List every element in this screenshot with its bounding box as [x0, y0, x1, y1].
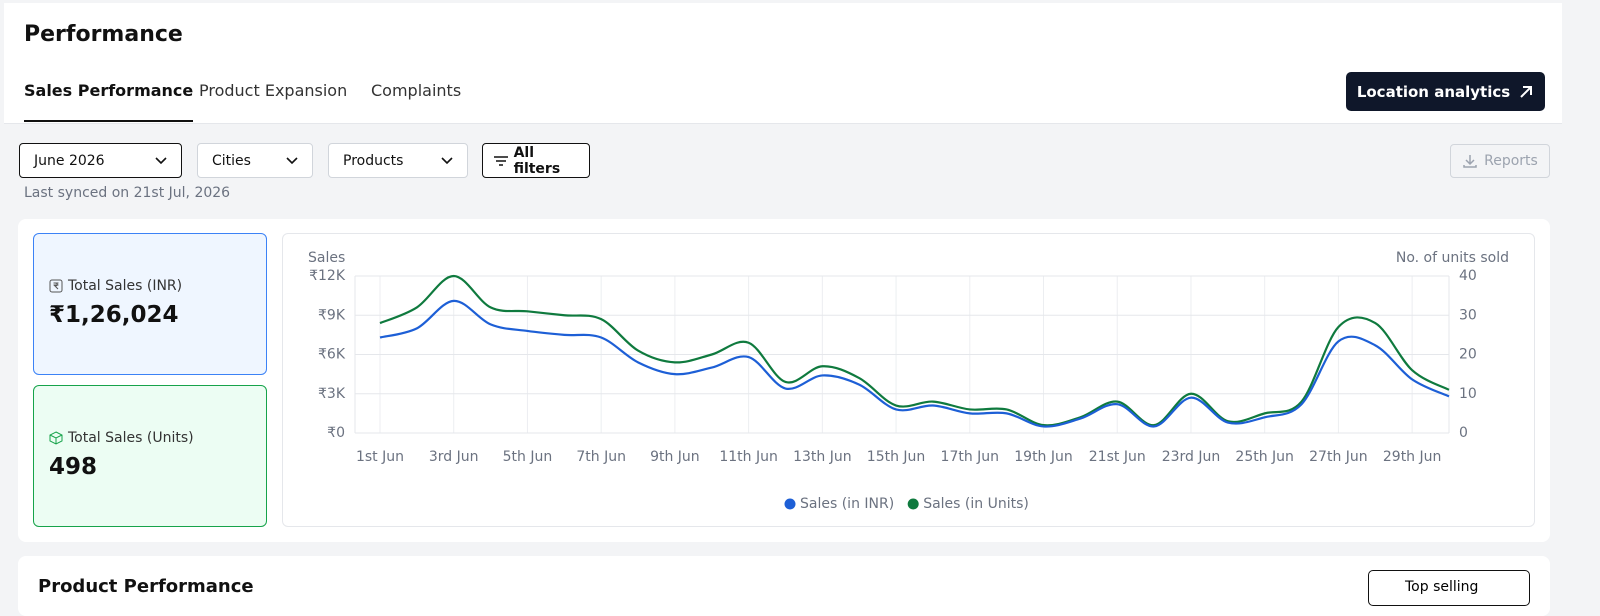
- x-tick-label: 11th Jun: [719, 449, 778, 465]
- products-select[interactable]: Products: [328, 143, 468, 178]
- x-tick-label: 27th Jun: [1309, 449, 1368, 465]
- kpi-card: Total Sales (INR) ₹1,26,024: [33, 233, 267, 375]
- button-label: Location analytics: [1356, 82, 1511, 101]
- sync-note: Last synced on 21st Jul, 2026: [24, 185, 231, 201]
- y-tick-label: ₹3K: [318, 386, 346, 402]
- legend-label: Sales (in INR): [800, 496, 894, 512]
- kpi-label: Total Sales (Units): [49, 430, 194, 446]
- chevron: [286, 156, 298, 164]
- x-tick-label: 5th Jun: [503, 449, 553, 465]
- rupee-icon: [49, 279, 63, 293]
- page-title: Performance: [24, 22, 183, 47]
- legend-dot: [784, 498, 796, 510]
- y-tick-label: ₹9K: [318, 307, 346, 323]
- select-label: Top selling: [1405, 579, 1479, 595]
- arrow-icon: [1520, 85, 1533, 98]
- x-tick-label: 1st Jun: [356, 449, 404, 465]
- kpi-label: Total Sales (INR): [49, 278, 182, 294]
- y-tick-label: ₹6K: [318, 347, 346, 363]
- x-tick-label: 19th Jun: [1014, 449, 1073, 465]
- cities-select[interactable]: Cities: [197, 143, 313, 178]
- legend-dot: [907, 498, 919, 510]
- kpi-label-text: Total Sales (INR): [68, 278, 183, 294]
- x-tick-label: 3rd Jun: [429, 449, 479, 465]
- header: [4, 3, 1562, 124]
- button-label: Reports: [1484, 153, 1538, 169]
- y2-tick-label: 20: [1459, 347, 1477, 363]
- y-tick-label: ₹0: [327, 425, 345, 441]
- chart-card: [282, 233, 1535, 527]
- select-label: Products: [343, 152, 404, 169]
- cube-icon: [49, 431, 63, 445]
- y2-axis-title: No. of units sold: [1396, 250, 1509, 266]
- button-label: All filters: [513, 144, 561, 177]
- download-icon: [1463, 155, 1477, 168]
- location-button[interactable]: Location analytics: [1346, 72, 1545, 111]
- y-tick-label: ₹12K: [309, 268, 346, 284]
- y2-tick-label: 40: [1459, 268, 1477, 284]
- x-tick-label: 9th Jun: [650, 449, 700, 465]
- x-tick-label: 29th Jun: [1383, 449, 1442, 465]
- y2-tick-label: 0: [1459, 425, 1468, 441]
- x-tick-label: 21st Jun: [1089, 449, 1146, 465]
- select-label: June 2026: [34, 152, 105, 169]
- month-select[interactable]: June 2026: [19, 143, 182, 178]
- x-tick-label: 13th Jun: [793, 449, 852, 465]
- kpi-label-text: Total Sales (Units): [68, 430, 194, 446]
- y2-tick-label: 10: [1459, 386, 1477, 402]
- tab[interactable]: Complaints: [371, 81, 462, 100]
- x-tick-label: 23rd Jun: [1162, 449, 1221, 465]
- reports-button[interactable]: Reports: [1450, 144, 1550, 178]
- y-axis-title: Sales: [308, 250, 345, 266]
- section-title: Product Performance: [38, 576, 254, 597]
- select-label: Cities: [212, 152, 251, 169]
- x-tick-label: 7th Jun: [576, 449, 626, 465]
- page: Performance Sales Performance Product Ex…: [4, 3, 1562, 616]
- all-filters[interactable]: All filters: [482, 143, 590, 178]
- kpi-value: 498: [49, 454, 98, 480]
- filter-icon: [494, 155, 508, 166]
- tab[interactable]: Sales Performance: [24, 81, 194, 122]
- kpi-value: ₹1,26,024: [49, 302, 179, 328]
- chart: Sales No. of units sold 1st Jun 3rd Jun 5t…: [308, 250, 1509, 512]
- y2-tick-label: 30: [1459, 307, 1477, 323]
- legend-label: Sales (in Units): [923, 496, 1029, 512]
- x-tick-label: 15th Jun: [867, 449, 926, 465]
- kpi-card: Total Sales (Units) 498: [33, 385, 267, 527]
- series-line: [379, 299, 1450, 428]
- chevron: [155, 156, 167, 164]
- tab[interactable]: Product Expansion: [199, 81, 348, 100]
- x-tick-label: 25th Jun: [1235, 449, 1294, 465]
- series-line: [379, 274, 1450, 427]
- chevron: [441, 156, 453, 164]
- x-tick-label: 17th Jun: [941, 449, 1000, 465]
